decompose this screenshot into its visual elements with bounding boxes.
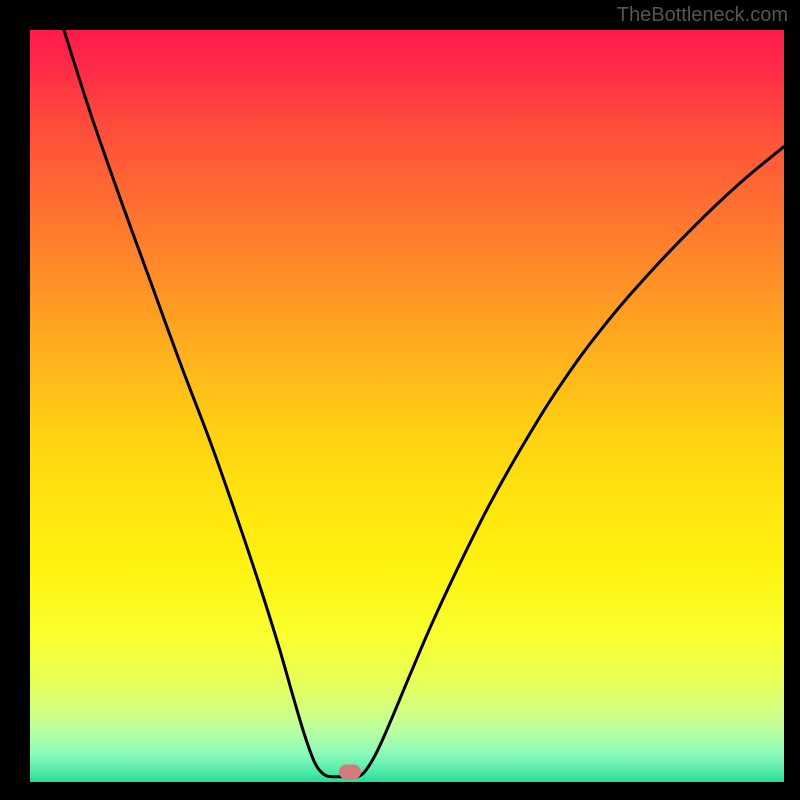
curve-path bbox=[64, 30, 784, 777]
optimum-marker bbox=[339, 765, 361, 780]
bottleneck-curve bbox=[30, 30, 784, 782]
plot-area bbox=[30, 30, 784, 782]
watermark-text: TheBottleneck.com bbox=[617, 4, 788, 27]
